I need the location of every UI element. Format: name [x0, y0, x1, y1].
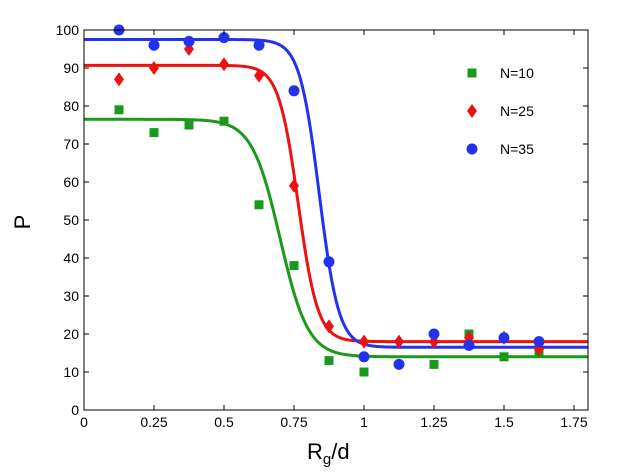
data-point-n-35: [218, 32, 230, 44]
y-tick-label: 80: [63, 98, 79, 114]
y-tick-label: 70: [63, 136, 79, 152]
data-point-n-35: [323, 256, 335, 268]
y-tick-label: 60: [63, 174, 79, 190]
x-tick-label: 0.25: [140, 414, 167, 430]
legend-marker-n-25: [467, 104, 477, 118]
data-point-n-35: [148, 39, 160, 51]
y-tick-label: 30: [63, 288, 79, 304]
data-point-n-10: [219, 116, 229, 126]
x-tick-label: 1.5: [494, 414, 514, 430]
x-tick-label: 1: [360, 414, 368, 430]
data-point-n-10: [149, 128, 159, 138]
legend-marker-n-35: [466, 143, 478, 155]
fit-curves: [84, 38, 588, 359]
fit-curve-n-35: [84, 38, 588, 349]
x-tick-label: 0.5: [214, 414, 234, 430]
legend-label-n-10: N=10: [500, 65, 534, 81]
axes: 0 0.25 0.5 0.75 1 1.25 1.5 1.75 0 10 20 30 40 50 60 70 8…: [56, 22, 589, 430]
data-point-n-35: [358, 351, 370, 363]
data-point-n-25: [394, 334, 404, 349]
y-tick-label: 10: [63, 364, 79, 380]
data-point-n-10: [114, 105, 124, 115]
data-point-n-25: [254, 68, 264, 83]
data-point-n-10: [359, 367, 369, 377]
data-point-n-35: [428, 328, 440, 340]
data-point-n-25: [149, 61, 159, 75]
data-point-n-25: [114, 72, 124, 87]
data-point-n-10: [289, 261, 299, 271]
data-point-n-10: [324, 356, 334, 366]
x-axis-label-tail: /d: [331, 439, 349, 464]
y-tick-label: 90: [63, 60, 79, 76]
y-tick-label: 100: [56, 22, 80, 38]
x-axis-label: Rg/d: [307, 439, 350, 468]
data-point-n-25: [324, 319, 334, 334]
data-point-n-35: [463, 339, 475, 351]
x-tick-label: 1.25: [420, 414, 447, 430]
x-tick-label: 1.75: [560, 414, 587, 430]
data-point-n-35: [288, 85, 300, 97]
data-point-n-10: [499, 352, 509, 362]
data-point-n-10: [254, 200, 264, 210]
data-markers: [113, 24, 545, 377]
data-point-n-35: [253, 39, 265, 51]
legend: N=10 N=25 N=35: [466, 65, 534, 157]
legend-marker-n-10: [467, 68, 477, 78]
data-point-n-35: [533, 336, 545, 348]
data-point-n-10: [429, 359, 439, 369]
data-point-n-25: [289, 178, 299, 193]
x-axis-label-subscript: g: [323, 451, 331, 468]
data-point-n-35: [183, 35, 195, 47]
data-point-n-35: [498, 332, 510, 344]
x-tick-label: 0.75: [280, 414, 307, 430]
y-tick-label: 20: [63, 326, 79, 342]
legend-label-n-35: N=35: [500, 141, 534, 157]
y-tick-label: 50: [63, 212, 79, 228]
y-tick-label: 40: [63, 250, 79, 266]
y-axis-label: P: [10, 215, 35, 230]
x-axis-label-main: R: [307, 439, 323, 464]
data-point-n-25: [219, 57, 229, 72]
legend-label-n-25: N=25: [500, 103, 534, 119]
data-point-n-10: [184, 120, 194, 130]
x-tick-label: 0: [80, 414, 88, 430]
y-tick-label: 0: [71, 402, 79, 418]
data-point-n-25: [359, 334, 369, 349]
data-point-n-35: [393, 358, 405, 370]
